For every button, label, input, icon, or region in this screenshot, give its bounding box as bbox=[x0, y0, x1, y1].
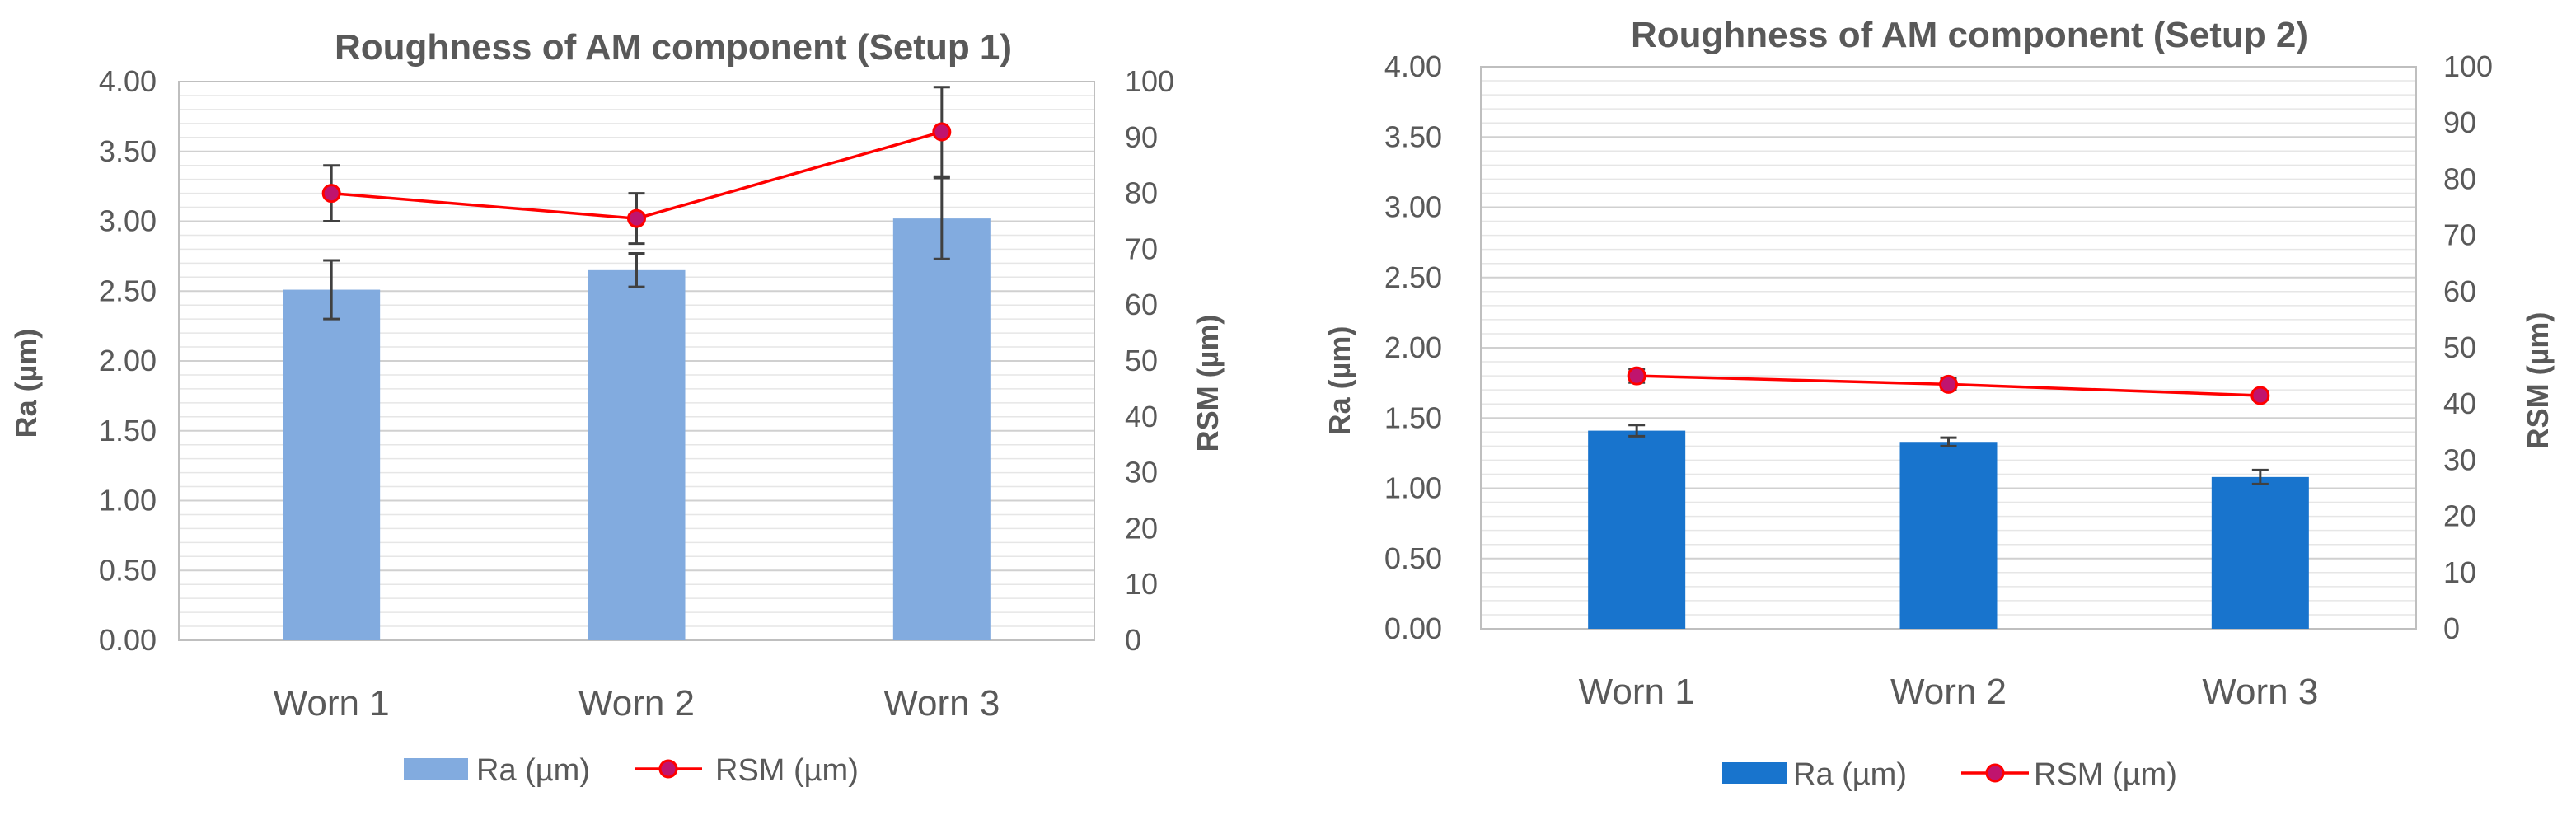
chart-title: Roughness of AM component (Setup 1) bbox=[335, 27, 1012, 68]
y2-tick-label: 100 bbox=[1125, 64, 1174, 98]
y-tick-label: 4.00 bbox=[1384, 49, 1442, 83]
chart-title: Roughness of AM component (Setup 2) bbox=[1631, 15, 2308, 55]
y-tick-label: 3.00 bbox=[1384, 190, 1442, 224]
y2-tick-label: 60 bbox=[2443, 274, 2476, 308]
x-tick-label: Worn 3 bbox=[2202, 672, 2318, 712]
bar-worn-2 bbox=[1899, 442, 1998, 629]
rsm-point bbox=[1939, 374, 1958, 394]
y2-tick-label: 40 bbox=[1125, 400, 1158, 433]
y-tick-label: 2.00 bbox=[99, 344, 157, 377]
y-tick-label: 2.00 bbox=[1384, 330, 1442, 364]
y-axis-label: Ra (µm) bbox=[9, 329, 43, 438]
legend-label-rsm: RSM (µm) bbox=[2034, 757, 2177, 792]
y2-tick-label: 10 bbox=[2443, 555, 2476, 589]
x-tick-label: Worn 1 bbox=[1579, 672, 1695, 712]
legend: Ra (µm) RSM (µm) bbox=[1722, 757, 2177, 792]
y-tick-label: 0.50 bbox=[99, 553, 157, 587]
y-tick-label: 0.50 bbox=[1384, 541, 1442, 575]
rsm-point bbox=[321, 184, 341, 204]
chart-1: Roughness of AM component (Setup 1) 0.00 0… bbox=[9, 27, 1225, 788]
y-tick-label: 3.50 bbox=[99, 134, 157, 168]
y-tick-label: 1.50 bbox=[99, 414, 157, 447]
bar-worn-1 bbox=[1588, 430, 1686, 629]
legend-swatch-ra bbox=[404, 758, 468, 780]
y-tick-label: 3.00 bbox=[99, 204, 157, 238]
y2-tick-label: 30 bbox=[1125, 456, 1158, 489]
y2-tick-label: 20 bbox=[1125, 511, 1158, 545]
y-tick-label: 0.00 bbox=[99, 623, 157, 657]
chart-2: Roughness of AM component (Setup 2) 0.00 0… bbox=[1323, 15, 2555, 792]
y2-tick-label: 70 bbox=[2443, 218, 2476, 252]
bar-worn-3 bbox=[2211, 476, 2309, 629]
legend: Ra (µm) RSM (µm) bbox=[404, 753, 859, 788]
y2-tick-label: 90 bbox=[1125, 120, 1158, 154]
y2-tick-label: 20 bbox=[2443, 499, 2476, 533]
y2-tick-label: 0 bbox=[2443, 611, 2460, 645]
y-tick-label: 2.50 bbox=[99, 274, 157, 307]
y2-tick-label: 40 bbox=[2443, 386, 2476, 420]
rsm-point bbox=[932, 122, 952, 142]
y2-tick-label: 50 bbox=[2443, 330, 2476, 364]
y2-tick-label: 80 bbox=[1125, 176, 1158, 210]
y2-tick-label: 30 bbox=[2443, 443, 2476, 476]
y-tick-label: 0.00 bbox=[1384, 611, 1442, 645]
bar-worn-2 bbox=[588, 269, 686, 640]
y2-tick-label: 100 bbox=[2443, 49, 2493, 83]
y-tick-label: 4.00 bbox=[99, 64, 157, 98]
bar-worn-1 bbox=[283, 289, 381, 640]
rsm-point bbox=[1627, 366, 1646, 386]
legend-swatch-ra bbox=[1722, 762, 1787, 784]
y2-tick-label: 90 bbox=[2443, 105, 2476, 139]
y-axis-label: Ra (µm) bbox=[1323, 326, 1356, 436]
x-tick-label: Worn 2 bbox=[1890, 672, 2007, 712]
legend-swatch-rsm-marker bbox=[658, 759, 678, 779]
legend-label-rsm: RSM (µm) bbox=[715, 753, 859, 788]
y2-tick-label: 60 bbox=[1125, 288, 1158, 321]
x-tick-label: Worn 3 bbox=[883, 683, 1000, 724]
y2-axis-label: RSM (µm) bbox=[1191, 315, 1225, 452]
y-tick-label: 1.00 bbox=[99, 484, 157, 518]
y-tick-label: 3.50 bbox=[1384, 119, 1442, 153]
y2-tick-label: 10 bbox=[1125, 567, 1158, 601]
legend-label-ra: Ra (µm) bbox=[476, 753, 590, 788]
y2-axis-label: RSM (µm) bbox=[2521, 312, 2555, 450]
x-tick-label: Worn 2 bbox=[578, 683, 695, 724]
y2-tick-label: 70 bbox=[1125, 232, 1158, 265]
y2-tick-label: 0 bbox=[1125, 623, 1141, 657]
rsm-point bbox=[627, 208, 646, 228]
bar-worn-3 bbox=[892, 218, 991, 640]
legend-label-ra: Ra (µm) bbox=[1793, 757, 1907, 792]
x-tick-label: Worn 1 bbox=[274, 683, 390, 724]
y-tick-label: 1.50 bbox=[1384, 400, 1442, 434]
y-tick-label: 1.00 bbox=[1384, 471, 1442, 505]
y-tick-label: 2.50 bbox=[1384, 260, 1442, 294]
rsm-point bbox=[2250, 386, 2270, 405]
y2-tick-label: 50 bbox=[1125, 344, 1158, 377]
y2-tick-label: 80 bbox=[2443, 162, 2476, 195]
legend-swatch-rsm-marker bbox=[1985, 763, 2005, 783]
